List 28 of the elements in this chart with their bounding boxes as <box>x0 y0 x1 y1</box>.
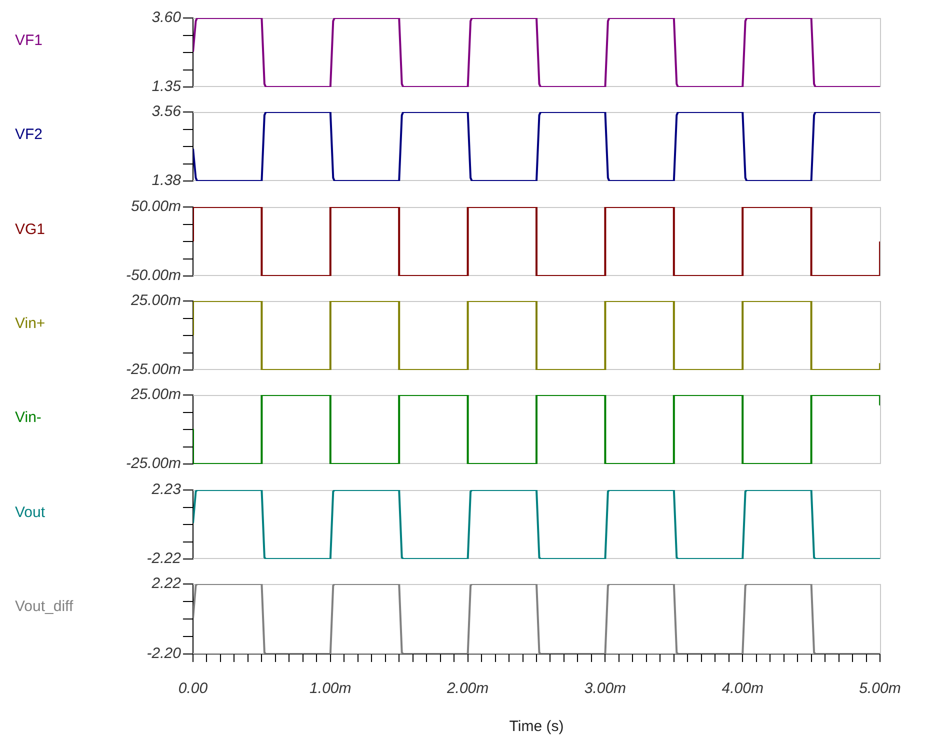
x-tick-label: 2.00m <box>446 680 489 698</box>
x-tick-label: 4.00m <box>722 680 764 698</box>
text: Vin- <box>15 408 42 426</box>
y-tick-label: -2.20 <box>146 645 182 662</box>
text: VG1 <box>15 220 46 238</box>
x-tick-label: 3.00m <box>584 680 626 698</box>
text: Vin+ <box>15 314 46 332</box>
y-tick-label: 1.38 <box>152 172 182 190</box>
y-tick-label: 3.60 <box>152 9 182 26</box>
y-tick-label: 25.00m <box>130 292 181 310</box>
x-tick-label: 5.00m <box>859 680 901 698</box>
text: Vout_diff <box>15 598 74 614</box>
y-tick-label: 2.22 <box>150 575 182 592</box>
x-axis-title: Time (s) <box>509 718 564 736</box>
text: Vout <box>15 504 46 520</box>
y-tick-label: -50.00m <box>126 267 181 284</box>
y-tick-label: 3.56 <box>152 103 182 120</box>
text: VF1 <box>15 32 43 48</box>
y-tick-label: -2.22 <box>146 550 182 568</box>
x-tick-label: 1.00m <box>310 680 352 698</box>
y-tick-label: -25.00m <box>126 361 181 378</box>
text: VF2 <box>15 126 43 142</box>
y-tick-label: 25.00m <box>130 386 181 404</box>
x-tick-label: 0.00 <box>178 680 208 698</box>
y-tick-label: -25.00m <box>126 455 181 472</box>
y-tick-label: 1.35 <box>152 78 182 96</box>
y-tick-label: 50.00m <box>130 198 181 216</box>
y-tick-label: 2.23 <box>150 481 182 498</box>
